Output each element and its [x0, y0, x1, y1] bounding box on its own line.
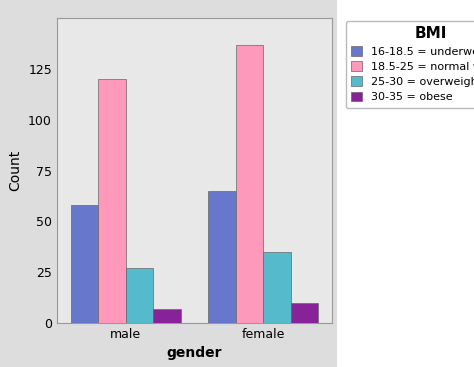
- Y-axis label: Count: Count: [9, 150, 23, 191]
- Bar: [291, 303, 318, 323]
- Bar: [236, 45, 263, 323]
- Bar: [153, 309, 181, 323]
- X-axis label: gender: gender: [166, 346, 222, 360]
- Bar: [98, 79, 126, 323]
- Bar: [208, 191, 236, 323]
- Bar: [263, 252, 291, 323]
- Legend: 16-18.5 = underweight, 18.5-25 = normal weight, 25-30 = overweight, 30-35 = obes: 16-18.5 = underweight, 18.5-25 = normal …: [346, 21, 474, 108]
- Bar: [71, 205, 98, 323]
- Bar: [126, 268, 153, 323]
